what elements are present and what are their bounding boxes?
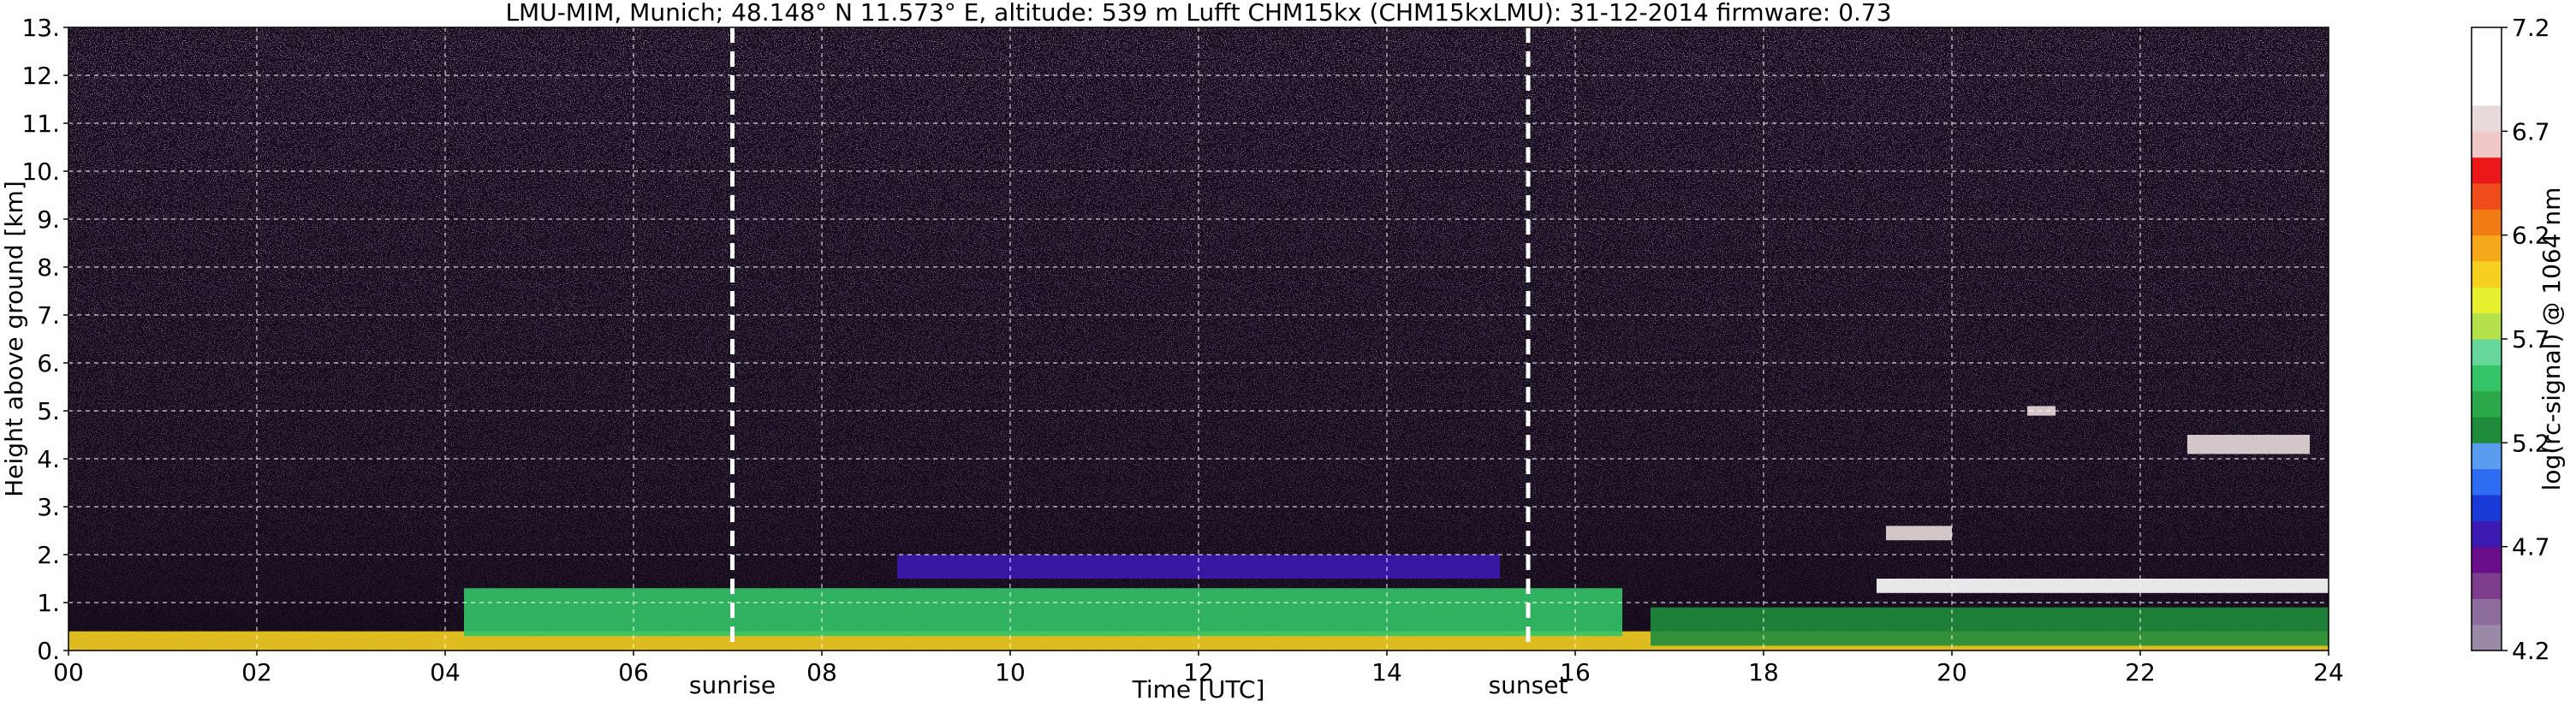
y-axis: 0. 1. 2. 3. 4. 5. 6. 7. 8. 9. 10. 11. 12. 13. <box>21 14 68 665</box>
colorbar-bin <box>2472 53 2502 80</box>
colorbar-bin <box>2472 105 2502 132</box>
layer-cloud <box>1886 526 1952 541</box>
plot-area: sunrise sunset <box>68 27 2329 699</box>
y-tick-label: 8. <box>37 253 60 282</box>
colorbar-bin <box>2472 573 2502 599</box>
colorbar-bin <box>2472 209 2502 236</box>
colorbar-tick-label: 4.7 <box>2512 533 2550 561</box>
x-axis: 00 02 04 06 08 10 12 14 16 18 20 22 24 <box>53 651 2344 686</box>
colorbar-bin <box>2472 417 2502 443</box>
x-tick-label: 14 <box>1371 658 1402 686</box>
y-tick-label: 7. <box>37 301 60 330</box>
colorbar-bin <box>2472 312 2502 340</box>
colorbar-bin <box>2472 598 2502 626</box>
colorbar-tick-label: 5.2 <box>2512 429 2550 457</box>
x-tick-label: 10 <box>995 658 1026 686</box>
layer-residual-layer <box>464 588 1622 637</box>
y-tick-label: 11. <box>21 110 60 138</box>
y-tick-label: 1. <box>37 589 60 617</box>
x-axis-label: Time [UTC] <box>1132 675 1265 704</box>
y-tick-label: 0. <box>37 637 60 665</box>
colorbar-bin <box>2472 339 2502 365</box>
x-tick-label: 02 <box>241 658 272 686</box>
x-tick-label: 16 <box>1560 658 1591 686</box>
colorbar-bin <box>2472 365 2502 392</box>
marker-sunrise-label: sunrise <box>689 671 776 699</box>
colorbar-bin <box>2472 79 2502 106</box>
colorbar: 4.2 4.7 5.2 5.7 6.2 6.7 7.2 log(rc-signal) @ 1… <box>2471 14 2566 665</box>
colorbar-bin <box>2472 624 2502 651</box>
colorbar-tick-label: 6.2 <box>2512 222 2550 250</box>
layer-low-layer <box>1651 607 2329 646</box>
colorbar-tick-label: 6.7 <box>2512 117 2550 146</box>
colorbar-bin <box>2472 261 2502 288</box>
colorbar-bin <box>2472 131 2502 158</box>
layer-cloud <box>1877 579 2329 593</box>
colorbar-tick-label: 5.7 <box>2512 325 2550 354</box>
layer-cloud <box>2187 435 2310 454</box>
y-tick-label: 13. <box>21 14 60 42</box>
grid-lines <box>68 27 2329 651</box>
y-tick-label: 5. <box>37 397 60 425</box>
y-axis-label: Height above ground [km] <box>0 181 28 497</box>
x-tick-label: 22 <box>2125 658 2156 686</box>
colorbar-bin <box>2472 27 2502 54</box>
colorbar-label: log(rc-signal) @ 1064 nm <box>2537 187 2566 491</box>
colorbar-bin <box>2472 468 2502 496</box>
time-markers: sunrise sunset <box>689 27 1568 699</box>
colorbar-bin <box>2472 235 2502 262</box>
colorbar-bin <box>2472 520 2502 548</box>
x-tick-label: 20 <box>1936 658 1967 686</box>
x-tick-label: 00 <box>53 658 84 686</box>
colorbar-bin <box>2472 157 2502 184</box>
colorbar-ticks: 4.2 4.7 5.2 5.7 6.2 6.7 7.2 <box>2502 14 2550 665</box>
y-tick-label: 4. <box>37 445 60 473</box>
colorbar-bin <box>2472 495 2502 521</box>
x-tick-label: 04 <box>430 658 461 686</box>
x-tick-label: 06 <box>618 658 649 686</box>
y-tick-label: 3. <box>37 493 60 521</box>
colorbar-bin <box>2472 183 2502 210</box>
y-tick-label: 9. <box>37 205 60 234</box>
y-tick-label: 10. <box>21 157 60 186</box>
colorbar-bin <box>2472 546 2502 573</box>
y-tick-label: 6. <box>37 349 60 377</box>
marker-sunset-label: sunset <box>1489 671 1568 699</box>
y-tick-label: 2. <box>37 541 60 569</box>
colorbar-tick-label: 7.2 <box>2512 14 2550 42</box>
x-tick-label: 12 <box>1183 658 1214 686</box>
y-tick-label: 12. <box>21 62 60 90</box>
colorbar-bins <box>2472 27 2502 651</box>
x-tick-label: 08 <box>806 658 837 686</box>
colorbar-bin <box>2472 287 2502 314</box>
colorbar-tick-label: 4.2 <box>2512 637 2550 665</box>
colorbar-bin <box>2472 390 2502 418</box>
chart-title: LMU-MIM, Munich; 48.148° N 11.573° E, al… <box>505 0 1891 27</box>
x-tick-label: 18 <box>1748 658 1779 686</box>
colorbar-bin <box>2472 443 2502 470</box>
x-tick-label: 24 <box>2313 658 2344 686</box>
